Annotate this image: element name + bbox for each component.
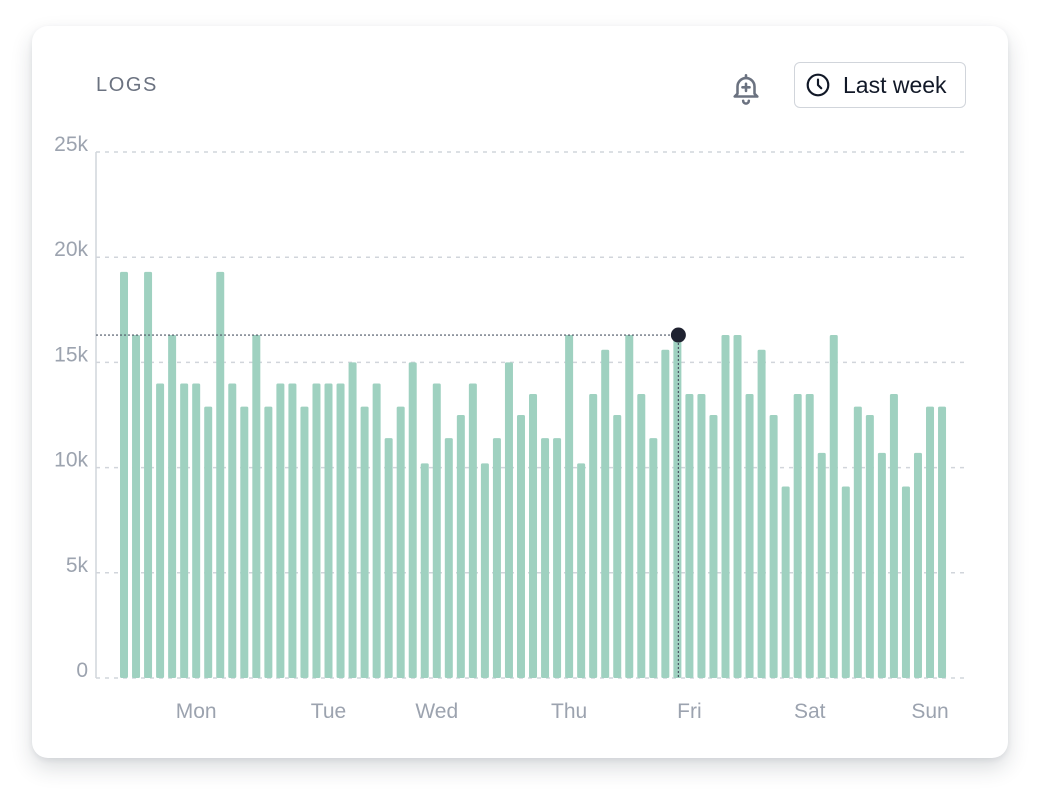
bar[interactable] — [300, 406, 309, 678]
bar[interactable] — [516, 415, 525, 678]
bar[interactable] — [156, 383, 165, 678]
bar[interactable] — [733, 335, 742, 678]
bar[interactable] — [432, 383, 441, 678]
bar[interactable] — [240, 406, 249, 678]
bar[interactable] — [420, 463, 429, 678]
logs-bar-chart: 0 5k 10k 15k 20k 25k Mon Tue Wed Thu Fri Sat Sun — [54, 133, 966, 723]
bar[interactable] — [444, 438, 453, 678]
bar[interactable] — [336, 383, 345, 678]
bar[interactable] — [877, 452, 886, 678]
bar[interactable] — [168, 335, 177, 678]
bar[interactable] — [120, 271, 128, 678]
x-tick-label: Mon — [176, 700, 217, 723]
x-tick-label: Fri — [677, 700, 702, 723]
y-tick-label: 25k — [54, 133, 88, 156]
bar[interactable] — [781, 486, 790, 678]
x-tick-label: Tue — [311, 700, 346, 723]
card-title: LOGS — [96, 74, 158, 96]
time-range-label: Last week — [843, 71, 947, 98]
bar[interactable] — [637, 393, 646, 678]
bar[interactable] — [649, 438, 658, 678]
bar[interactable] — [192, 383, 201, 678]
bar[interactable] — [841, 486, 850, 678]
bar[interactable] — [504, 362, 513, 678]
bar[interactable] — [889, 393, 898, 678]
x-tick-label: Thu — [551, 700, 587, 723]
bar[interactable] — [853, 406, 862, 678]
x-tick-label: Sun — [911, 700, 948, 723]
y-tick-label: 20k — [54, 238, 88, 261]
bar[interactable] — [697, 393, 706, 678]
bar[interactable] — [348, 362, 357, 678]
bar[interactable] — [865, 415, 874, 678]
bar[interactable] — [312, 383, 321, 678]
bar[interactable] — [372, 383, 381, 678]
logs-card: LOGS Last week 0 5k 10k 15k 20k 25k Mon Tue Wed T… — [32, 26, 1008, 758]
bar[interactable] — [288, 383, 297, 678]
y-tick-label: 5k — [66, 554, 89, 577]
bell-plus-icon — [733, 73, 759, 105]
bar[interactable] — [204, 406, 213, 678]
bar[interactable] — [132, 335, 141, 678]
bar[interactable] — [709, 415, 718, 678]
bar[interactable] — [324, 383, 333, 678]
bar[interactable] — [541, 438, 550, 678]
bar[interactable] — [829, 335, 838, 678]
bar[interactable] — [216, 271, 225, 678]
bar[interactable] — [577, 463, 586, 678]
bar[interactable] — [901, 486, 910, 678]
bar[interactable] — [276, 383, 285, 678]
bar[interactable] — [565, 335, 574, 678]
bar[interactable] — [601, 349, 610, 678]
bar[interactable] — [456, 415, 465, 678]
bar[interactable] — [480, 463, 489, 678]
bar[interactable] — [625, 335, 634, 678]
bar[interactable] — [529, 393, 538, 678]
bar[interactable] — [252, 335, 261, 678]
bar[interactable] — [613, 415, 622, 678]
y-tick-label: 0 — [76, 659, 88, 682]
y-tick-label: 10k — [54, 449, 88, 472]
bar[interactable] — [685, 393, 694, 678]
bar[interactable] — [745, 393, 754, 678]
bar[interactable] — [926, 406, 935, 678]
bar[interactable] — [938, 406, 947, 678]
y-tick-label: 15k — [54, 343, 88, 366]
bar[interactable] — [492, 438, 501, 678]
bar[interactable] — [757, 349, 766, 678]
bar[interactable] — [913, 452, 922, 678]
bar[interactable] — [228, 383, 237, 678]
bar[interactable] — [589, 393, 598, 678]
time-range-button[interactable]: Last week — [794, 62, 966, 108]
bar[interactable] — [180, 383, 189, 678]
bar[interactable] — [384, 438, 393, 678]
bar[interactable] — [360, 406, 369, 678]
bar[interactable] — [553, 438, 562, 678]
bar[interactable] — [144, 271, 153, 678]
bar[interactable] — [396, 406, 405, 678]
bar[interactable] — [721, 335, 730, 678]
clock-icon — [806, 73, 830, 97]
bar[interactable] — [769, 415, 778, 678]
bar[interactable] — [817, 452, 826, 678]
bar[interactable] — [264, 406, 273, 678]
x-tick-label: Sat — [794, 700, 826, 723]
bar[interactable] — [408, 362, 417, 678]
bar[interactable] — [468, 383, 477, 678]
add-alert-button[interactable] — [726, 66, 766, 110]
highlight-point[interactable] — [670, 327, 686, 343]
bar[interactable] — [805, 393, 814, 678]
x-tick-label: Wed — [415, 700, 458, 723]
bar[interactable] — [793, 393, 802, 678]
bar[interactable] — [673, 335, 682, 678]
bar[interactable] — [661, 349, 670, 678]
